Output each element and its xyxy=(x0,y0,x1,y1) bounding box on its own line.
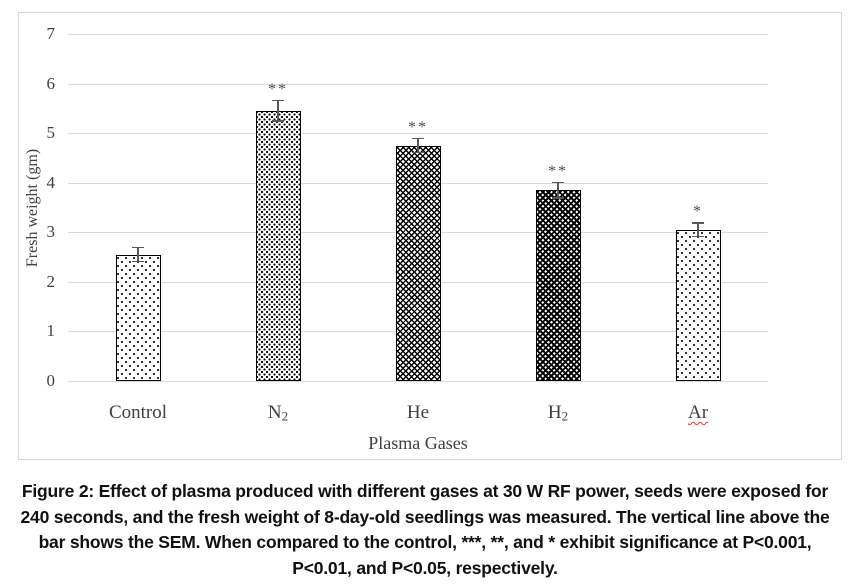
x-tick-label-text: H2 xyxy=(547,402,569,424)
error-bar-control xyxy=(132,247,144,263)
chart-frame: 0 1 2 3 4 5 6 7 Control ** N2 ** He ** H2 * Ar Fresh wei… xyxy=(18,12,842,460)
y-tick-label-4: 4 xyxy=(46,172,56,192)
y-tick-label-2: 2 xyxy=(46,271,56,291)
caption-line: Figure 2: Effect of plasma produced with… xyxy=(21,481,829,501)
error-bar-cap-bottom xyxy=(132,260,144,263)
error-bar-n2 xyxy=(272,99,284,122)
figure-caption: Figure 2: Effect of plasma produced with… xyxy=(0,479,850,581)
error-bar-cap-bottom xyxy=(552,197,564,199)
gridline-7 xyxy=(68,34,768,35)
x-tick-label-text: He xyxy=(406,402,430,423)
x-tick-label-he: He xyxy=(348,401,488,425)
y-tick-label-0: 0 xyxy=(46,371,56,390)
error-bar-stem xyxy=(557,181,559,199)
y-tick-label-3: 3 xyxy=(46,222,56,242)
error-bar-h2 xyxy=(552,181,564,199)
x-tick-label-h2: H2 xyxy=(488,401,628,428)
error-bar-cap-top xyxy=(552,181,564,183)
x-tick-label-n2: N2 xyxy=(208,401,348,428)
significance-label-h2: ** xyxy=(548,162,568,180)
error-bar-stem xyxy=(697,222,699,238)
bar-h2 xyxy=(535,190,581,381)
error-bar-stem xyxy=(137,247,139,263)
bar-he xyxy=(395,145,441,381)
error-bar-cap-top xyxy=(412,138,424,140)
subscript-2: 2 xyxy=(561,408,569,424)
y-tick-label-6: 6 xyxy=(46,73,56,93)
significance-label-he: ** xyxy=(408,119,428,137)
caption-line: P<0.01, and P<0.05, respectively. xyxy=(292,557,558,578)
x-tick-label-text: Control xyxy=(108,402,168,423)
y-tick-label-7: 7 xyxy=(46,24,56,43)
gridline-6 xyxy=(68,83,768,85)
plot-area: 0 1 2 3 4 5 6 7 Control ** N2 ** He ** H2 * Ar xyxy=(19,13,841,459)
y-tick-label-1: 1 xyxy=(46,321,56,341)
error-bar-cap-top xyxy=(692,222,704,224)
x-tick-label-text: Ar xyxy=(687,402,709,423)
x-axis-title: Plasma Gases xyxy=(368,433,468,453)
y-tick-label-5: 5 xyxy=(46,123,56,143)
x-tick-label-text: N2 xyxy=(267,402,289,424)
significance-label-n2: ** xyxy=(268,80,288,98)
error-bar-cap-bottom xyxy=(412,151,424,153)
bar-n2 xyxy=(255,110,301,381)
error-bar-cap-top xyxy=(272,99,284,102)
error-bar-ar xyxy=(692,222,704,238)
significance-label-ar: * xyxy=(693,203,703,221)
gridline-5 xyxy=(68,133,768,135)
bar-ar xyxy=(675,229,721,381)
caption-line: bar shows the SEM. When compared to the … xyxy=(38,532,812,552)
error-bar-cap-top xyxy=(132,247,144,249)
error-bar-stem xyxy=(417,138,419,153)
y-axis-title: Fresh weight (gm) xyxy=(24,148,41,268)
error-bar-he xyxy=(412,138,424,153)
subscript-2: 2 xyxy=(281,408,289,424)
error-bar-stem xyxy=(277,99,279,122)
gridline-0 xyxy=(68,381,768,382)
error-bar-cap-bottom xyxy=(272,120,284,122)
x-tick-label-control: Control xyxy=(68,401,208,425)
x-tick-label-ar: Ar xyxy=(628,401,768,425)
error-bar-cap-bottom xyxy=(692,235,704,238)
bar-control xyxy=(115,254,161,381)
caption-line: 240 seconds, and the fresh weight of 8-d… xyxy=(20,506,830,527)
